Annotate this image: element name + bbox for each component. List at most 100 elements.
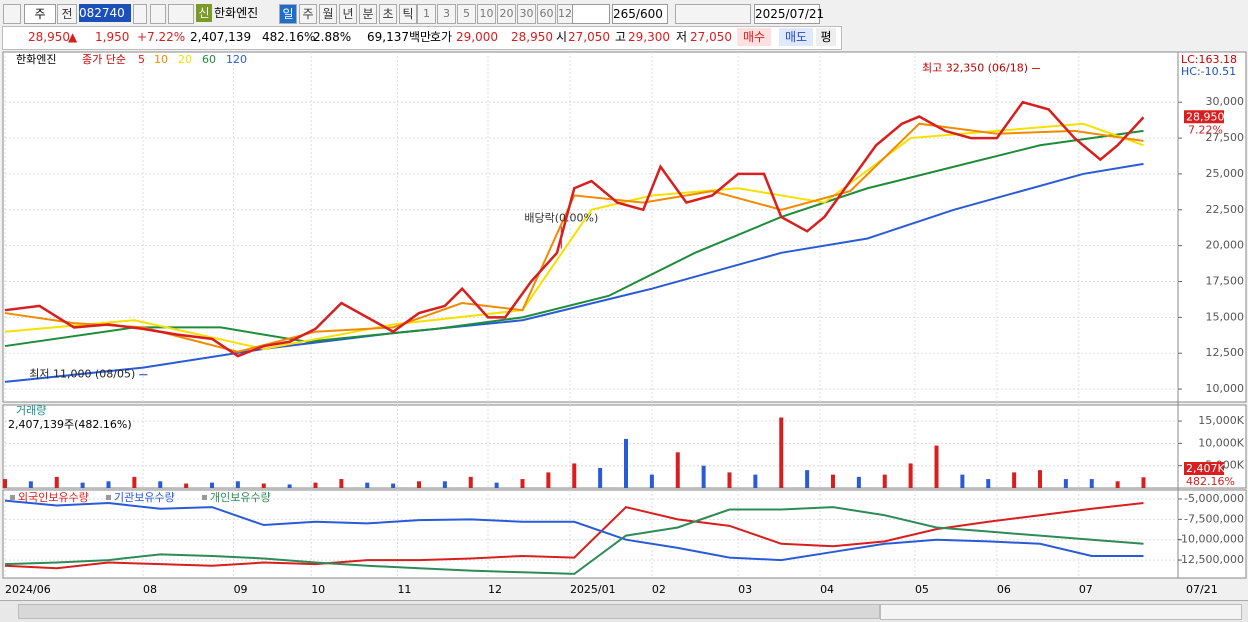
series-line bbox=[4, 122, 1144, 350]
volume-tag: 2,407K bbox=[1186, 462, 1225, 475]
annotation: 배당락(0.00%) bbox=[524, 212, 598, 225]
volume-bar bbox=[727, 472, 732, 488]
volume-bar bbox=[339, 479, 344, 488]
annotation: 최고 32,350 (06/18) bbox=[922, 61, 1028, 74]
interval-button[interactable]: 5 bbox=[457, 4, 476, 24]
volume-bar bbox=[779, 417, 784, 488]
volume-bar bbox=[1115, 481, 1120, 488]
y-tick-label: -7,500,000 bbox=[1184, 512, 1244, 525]
volume-bar bbox=[960, 474, 965, 488]
series-line bbox=[4, 502, 1144, 570]
sell-button[interactable]: 매도 bbox=[779, 28, 813, 46]
interval-button[interactable]: 10 bbox=[477, 4, 496, 24]
price-tag-bg bbox=[1184, 110, 1224, 124]
panel bbox=[2, 489, 1247, 579]
y-tick-label: -5,000,000 bbox=[1184, 492, 1244, 505]
interval-button[interactable]: 3 bbox=[437, 4, 456, 24]
avg-button[interactable]: 평 bbox=[816, 28, 836, 46]
badge: 신 bbox=[196, 4, 212, 22]
scrollbar[interactable] bbox=[0, 600, 1248, 622]
stock-name: 한화엔진 bbox=[214, 6, 259, 20]
volume-bar bbox=[442, 481, 447, 488]
quote-bar bbox=[2, 26, 842, 50]
market-select[interactable]: 주 bbox=[24, 4, 56, 24]
dropdown[interactable] bbox=[133, 4, 147, 24]
label: 저 bbox=[676, 30, 688, 44]
sound[interactable] bbox=[168, 4, 194, 24]
period-button[interactable]: 주 bbox=[299, 4, 317, 24]
y-tick-label: 25,000 bbox=[1206, 167, 1245, 180]
panel-title: 거래량 bbox=[16, 404, 46, 417]
x-tick-label: 12 bbox=[488, 583, 502, 596]
tool-icons[interactable] bbox=[675, 4, 751, 24]
volume-bar bbox=[1063, 479, 1068, 488]
x-tick-label: 08 bbox=[143, 583, 157, 596]
y-tick-label: 20,000 bbox=[1206, 239, 1245, 252]
search[interactable] bbox=[150, 4, 166, 24]
interval-button[interactable]: 20 bbox=[497, 4, 516, 24]
icon[interactable] bbox=[3, 4, 21, 24]
scroll-thumb[interactable] bbox=[18, 604, 880, 619]
interval-button[interactable]: 60 bbox=[537, 4, 556, 24]
dropdown[interactable] bbox=[572, 4, 610, 24]
volume-bar bbox=[417, 481, 421, 488]
volume-bar bbox=[1089, 479, 1094, 488]
volume-bar bbox=[365, 482, 370, 488]
volume-bar bbox=[3, 479, 7, 488]
series-line bbox=[4, 129, 1144, 348]
volume-bar bbox=[106, 481, 111, 488]
buy-button[interactable]: 매수 bbox=[737, 28, 771, 46]
volume-bar bbox=[313, 482, 318, 488]
legend-item: 5 bbox=[138, 53, 145, 66]
series-line bbox=[4, 100, 1145, 358]
legend-swatch bbox=[106, 495, 111, 500]
period-button[interactable]: 초 bbox=[379, 4, 397, 24]
volume-bar bbox=[649, 474, 654, 488]
y-tick-label: 10,000K bbox=[1198, 436, 1244, 449]
volume-bar bbox=[856, 476, 861, 488]
volume-bar bbox=[520, 479, 525, 488]
series-line bbox=[4, 506, 1144, 575]
y-tick-label: 17,500 bbox=[1206, 275, 1245, 288]
code-input[interactable]: 082740 bbox=[79, 4, 131, 22]
interval-button[interactable]: 1 bbox=[417, 4, 436, 24]
open: 27,050 bbox=[568, 30, 610, 44]
series-line bbox=[4, 122, 1144, 353]
rate-tag: 7.22% bbox=[1188, 123, 1223, 136]
volume-bar bbox=[546, 472, 551, 488]
volume-bar bbox=[624, 438, 628, 488]
bid: 28,950 bbox=[511, 30, 553, 44]
rate: +7.22% bbox=[137, 30, 186, 44]
volume-bar bbox=[235, 481, 240, 488]
volume-bar bbox=[391, 483, 396, 488]
amount: 69,137백만 bbox=[367, 30, 432, 44]
interval-group: 1 3 5 10 20 30 60 120 bbox=[417, 4, 580, 24]
volume-rate: 482.16% bbox=[262, 30, 316, 44]
volume-bar bbox=[158, 481, 163, 488]
panel bbox=[2, 51, 1247, 403]
volume-tag2: 482.16% bbox=[1186, 475, 1235, 488]
volume-bar bbox=[908, 463, 913, 488]
x-tick-label: 06 bbox=[997, 583, 1011, 596]
last-date: 07/21 bbox=[1186, 583, 1218, 596]
change: 1,950 bbox=[95, 30, 130, 44]
date-box[interactable]: 2025/07/21 bbox=[754, 4, 824, 24]
period-button[interactable]: 분 bbox=[359, 4, 377, 24]
lc-label: LC:163.18 bbox=[1181, 53, 1237, 66]
period-button[interactable]: 월 bbox=[319, 4, 337, 24]
volume-bar bbox=[184, 483, 189, 488]
interval-button[interactable]: 30 bbox=[517, 4, 536, 24]
legend-name: 한화엔진 bbox=[16, 53, 56, 66]
period-button[interactable]: 틱 bbox=[399, 4, 417, 24]
count-box[interactable]: 265/600 bbox=[612, 4, 668, 24]
volume-bar bbox=[1038, 470, 1042, 488]
volume-bar bbox=[1141, 477, 1146, 488]
period-button[interactable]: 년 bbox=[339, 4, 357, 24]
legend-item: 20 bbox=[178, 53, 192, 66]
volume-bar bbox=[882, 474, 887, 488]
period-button[interactable]: 일 bbox=[279, 4, 297, 24]
prev-button[interactable]: 전 bbox=[57, 4, 77, 24]
price-tag: 28,950 bbox=[1186, 110, 1225, 123]
zoom-controls[interactable] bbox=[880, 604, 1242, 620]
